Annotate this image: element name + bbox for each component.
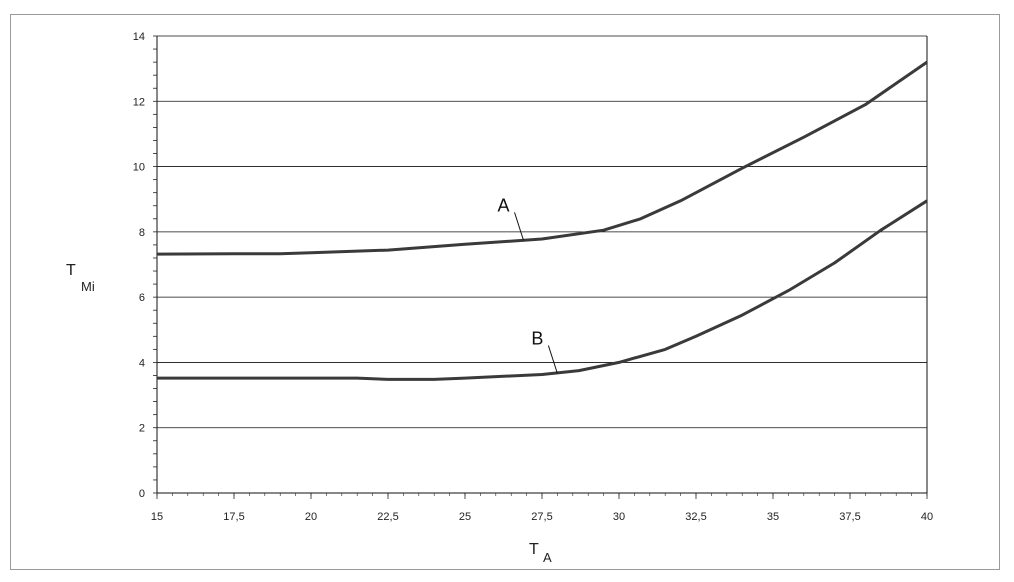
x-tick-label: 37,5	[839, 511, 860, 523]
x-tick-label: 32,5	[685, 511, 706, 523]
curve-label-b: B	[531, 329, 543, 349]
y-tick-label: 12	[133, 96, 145, 108]
curve-label-a: A	[498, 195, 510, 215]
y-tick-label: 2	[139, 423, 145, 435]
x-axis-title-subscript: A	[543, 550, 552, 565]
y-axis-title: T	[66, 262, 76, 279]
x-tick-label: 25	[459, 511, 471, 523]
leader-line-b	[547, 345, 558, 374]
grid-lines	[157, 35, 927, 429]
y-axis-title-subscript: Mi	[81, 279, 95, 294]
x-tick-label: 20	[305, 511, 317, 523]
x-axis-title: T	[529, 541, 539, 558]
label-group: 0 2 4 6 8 10 12 14 15 17,5 20 22,5 25 27,5 30 32,5 35 37,…	[133, 31, 933, 523]
y-tick-label: 4	[139, 357, 145, 369]
x-tick-label: 22,5	[377, 511, 398, 523]
y-tick-label: 0	[139, 488, 145, 500]
x-tick-label: 27,5	[531, 511, 552, 523]
series-group	[156, 60, 928, 381]
tick-marks	[153, 35, 928, 499]
y-tick-label: 10	[133, 162, 145, 174]
series-line-b	[157, 199, 928, 381]
x-tick-label: 17,5	[223, 511, 244, 523]
y-tick-label: 8	[139, 227, 145, 239]
series-line-a	[156, 60, 928, 256]
x-tick-label: 30	[613, 511, 625, 523]
x-tick-label: 40	[921, 511, 933, 523]
y-tick-label: 6	[139, 292, 145, 304]
leader-line-a	[514, 212, 524, 241]
x-tick-label: 35	[767, 511, 779, 523]
x-tick-label: 15	[151, 511, 163, 523]
axes	[156, 36, 928, 494]
y-tick-label: 14	[133, 31, 145, 43]
chart-frame	[10, 14, 1000, 570]
